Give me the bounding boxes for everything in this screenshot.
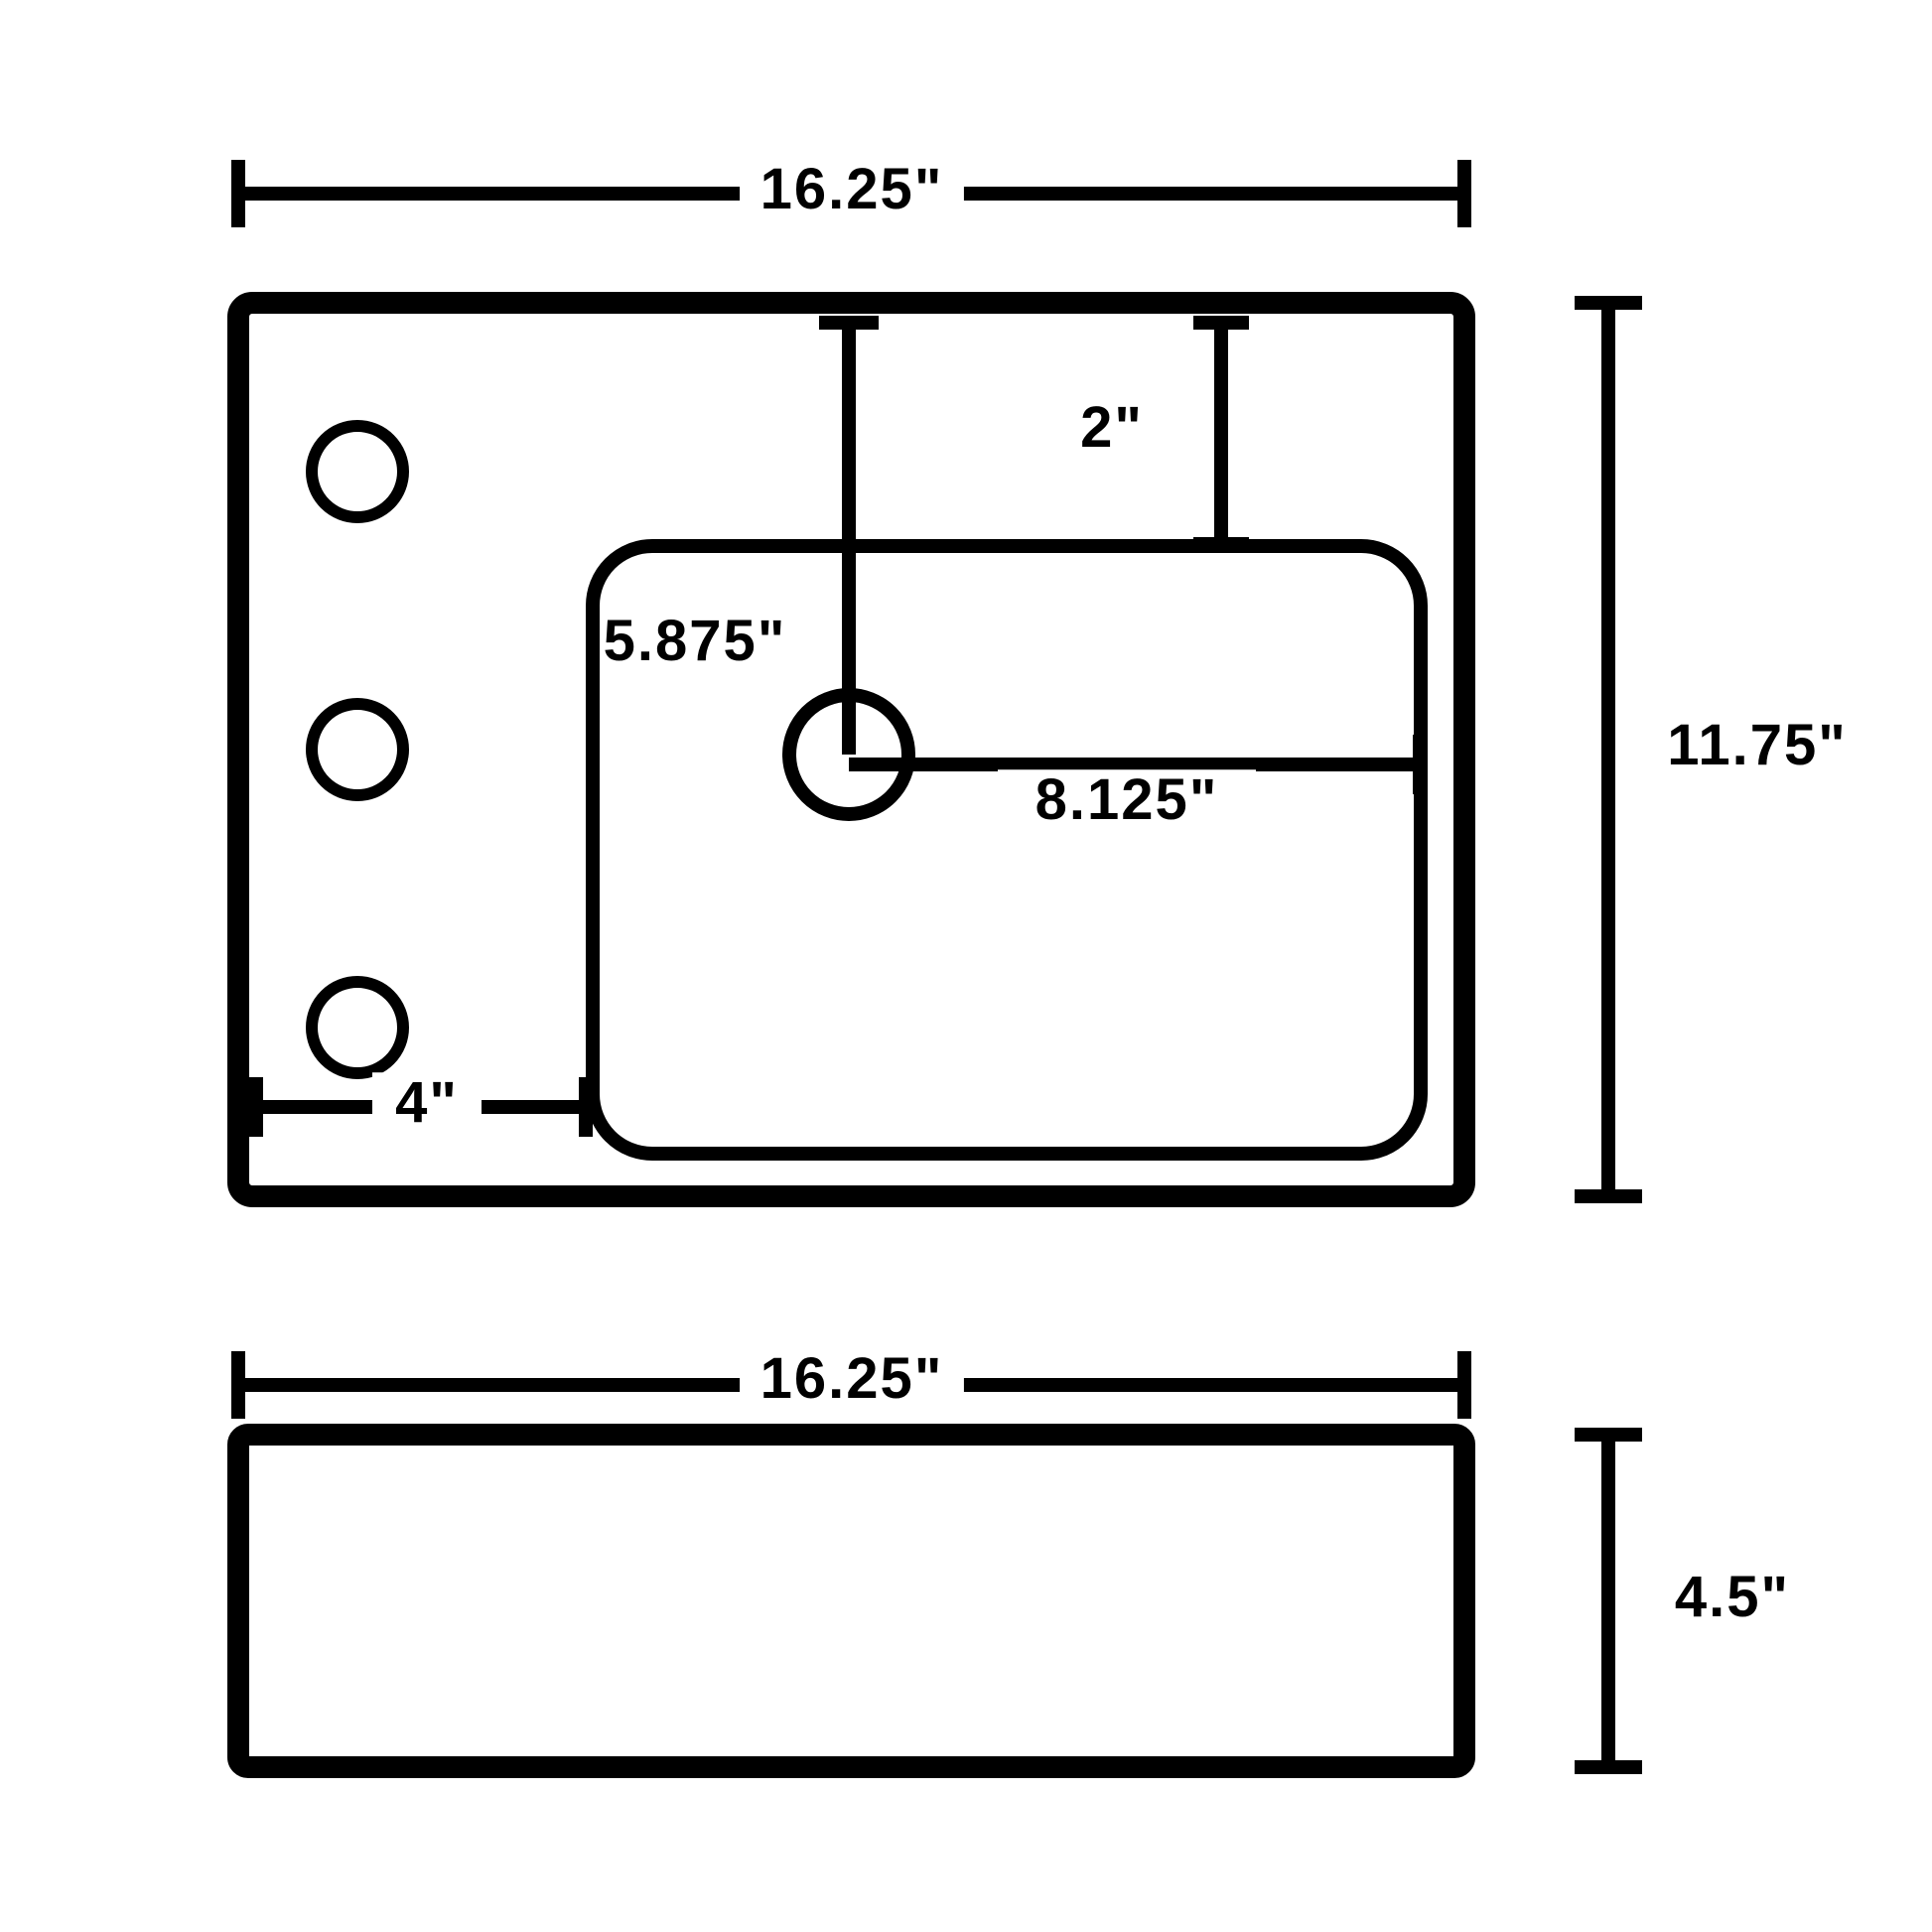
- dimension-label: 2": [1080, 395, 1144, 460]
- dimension-label: 8.125": [1035, 767, 1219, 832]
- dimension-label: 4": [395, 1070, 459, 1135]
- dimension-label: 5.875": [604, 609, 787, 673]
- dimension-label: 16.25": [760, 157, 944, 221]
- dimension-label: 4.5": [1675, 1565, 1790, 1629]
- sink-dimension-drawing: 16.25" 11.75" 2" 5.875" 8.125" 4" 16.25" 4.5": [0, 0, 1932, 1932]
- dimension-label: 11.75": [1667, 713, 1847, 777]
- dimension-label: 16.25": [760, 1346, 944, 1411]
